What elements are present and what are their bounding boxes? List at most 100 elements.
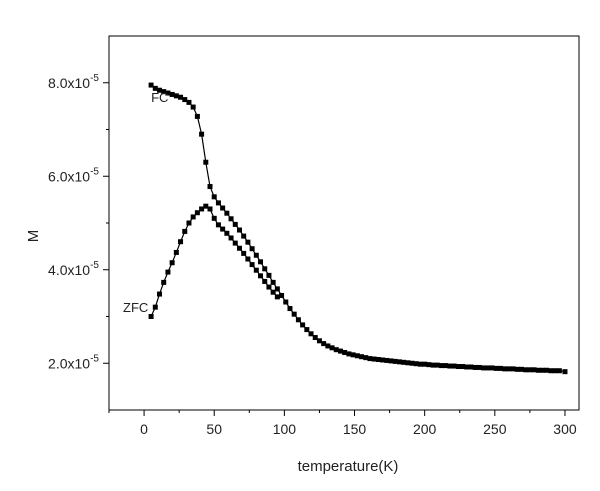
data-point-fc <box>552 368 558 374</box>
series-label-fc: FC <box>151 90 168 105</box>
data-point-zfc <box>274 294 280 300</box>
data-point-fc <box>476 364 482 370</box>
data-point-fc <box>472 364 478 370</box>
data-point-fc <box>236 227 242 233</box>
data-point-fc <box>396 359 402 365</box>
series-line-fc <box>150 84 566 373</box>
data-point-fc <box>443 363 449 369</box>
data-point-fc <box>148 82 154 88</box>
data-point-fc <box>544 367 550 373</box>
data-point-fc <box>291 311 297 317</box>
data-point-zfc <box>157 291 163 297</box>
data-point-fc <box>451 363 457 369</box>
data-point-fc <box>506 366 512 372</box>
data-point-fc <box>287 306 293 312</box>
data-point-fc <box>215 200 221 206</box>
data-point-zfc <box>199 206 205 212</box>
data-point-fc <box>434 362 440 368</box>
data-point-fc <box>169 91 175 97</box>
y-tick-label: 8.0x10-5 <box>48 73 99 91</box>
data-point-fc <box>203 159 209 165</box>
x-tick-label: 200 <box>413 421 437 437</box>
data-point-fc <box>502 366 508 372</box>
data-point-zfc <box>211 215 217 221</box>
data-point-fc <box>220 205 226 211</box>
y-tick-label: 6.0x10-5 <box>48 166 99 184</box>
data-point-zfc <box>148 314 154 319</box>
data-point-fc <box>388 358 394 364</box>
data-point-fc <box>182 97 188 103</box>
data-point-zfc <box>270 289 276 295</box>
data-point-fc <box>523 367 529 373</box>
data-point-fc <box>485 365 491 371</box>
data-point-fc <box>363 355 369 361</box>
data-point-fc <box>527 367 533 373</box>
data-point-fc <box>426 362 432 368</box>
data-point-fc <box>401 359 407 365</box>
data-point-fc <box>409 360 415 366</box>
data-point-fc <box>354 353 360 359</box>
data-point-fc <box>417 361 423 367</box>
data-point-zfc <box>220 226 226 232</box>
data-point-fc <box>245 239 251 245</box>
data-point-zfc <box>258 273 264 279</box>
data-point-fc <box>241 233 247 239</box>
data-point-fc <box>481 365 487 371</box>
data-point-fc <box>514 366 520 372</box>
data-point-fc <box>468 364 474 370</box>
x-tick-label: 150 <box>343 421 367 437</box>
data-point-zfc <box>266 284 272 290</box>
data-point-fc <box>337 348 343 354</box>
series-zfc: ZFC <box>123 203 280 319</box>
data-point-fc <box>295 317 301 323</box>
data-point-fc <box>430 362 436 368</box>
data-point-zfc <box>186 220 192 226</box>
data-point-fc <box>312 335 318 341</box>
data-point-fc <box>562 369 568 375</box>
data-point-zfc <box>161 279 167 285</box>
data-point-fc <box>531 367 537 373</box>
data-point-fc <box>270 279 276 285</box>
data-point-zfc <box>236 245 242 251</box>
data-point-fc <box>186 99 192 105</box>
data-point-fc <box>540 367 546 373</box>
data-point-zfc <box>245 256 251 262</box>
data-point-zfc <box>228 235 234 241</box>
data-point-zfc <box>224 230 230 236</box>
data-point-fc <box>367 356 373 362</box>
data-point-fc <box>439 363 445 369</box>
data-point-zfc <box>215 222 221 228</box>
data-point-fc <box>497 365 503 371</box>
data-point-fc <box>321 341 327 347</box>
data-point-fc <box>384 357 390 363</box>
data-point-fc <box>548 368 554 374</box>
data-point-fc <box>274 286 280 292</box>
data-point-fc <box>207 184 213 190</box>
data-point-fc <box>447 363 453 369</box>
x-tick-label: 0 <box>140 421 148 437</box>
data-point-fc <box>173 93 179 99</box>
data-point-zfc <box>262 278 268 284</box>
y-axis-title: M <box>25 230 42 243</box>
data-point-fc <box>342 349 348 355</box>
data-point-fc <box>350 352 356 358</box>
data-point-fc <box>325 343 331 349</box>
data-point-zfc <box>232 240 238 246</box>
data-point-fc <box>405 360 411 366</box>
data-point-zfc <box>173 249 179 255</box>
data-point-fc <box>266 272 272 278</box>
data-point-fc <box>165 90 171 96</box>
data-point-fc <box>190 104 196 110</box>
data-point-fc <box>232 221 238 227</box>
data-point-fc <box>258 259 264 265</box>
data-point-fc <box>380 357 386 363</box>
data-point-fc <box>194 113 200 119</box>
data-point-fc <box>489 365 495 371</box>
data-point-zfc <box>203 203 209 209</box>
data-point-zfc <box>169 260 175 266</box>
data-point-fc <box>199 131 205 137</box>
data-point-zfc <box>190 214 196 220</box>
data-point-fc <box>262 266 268 272</box>
data-point-fc <box>283 299 289 305</box>
